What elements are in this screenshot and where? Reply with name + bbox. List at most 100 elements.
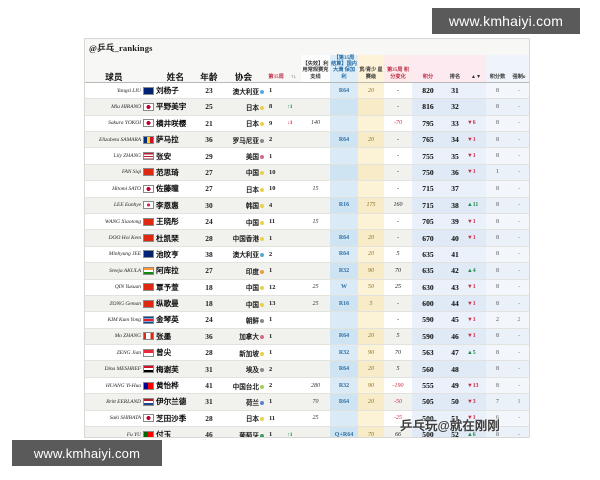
total-points: 555 <box>412 377 444 395</box>
total-points: 500 <box>412 426 444 437</box>
effective-count: 8 <box>486 115 509 132</box>
table-row[interactable]: Fu YU 付玉 46 葡萄牙 1 ↑1 Q+R64 70 66 500 52 ▲6 8- <box>85 426 529 437</box>
dropped-points <box>301 328 330 346</box>
col-header-player-cn[interactable]: 姓名 <box>154 55 197 83</box>
player-name-en: QIN Yuxuan <box>85 279 143 296</box>
dropped-points: 25 <box>301 410 330 428</box>
rank-movement: ▲11 <box>466 197 486 214</box>
table-row[interactable]: Miu HIRANO 平野美宇 25 日本 8 ↑1-816 32 8- <box>85 98 529 116</box>
table-row[interactable]: Sreeja AKULA 阿库拉 27 印度 1 R32 90 70 635 42 ▲4 8- <box>85 262 529 280</box>
player-flag <box>143 82 154 100</box>
world-rank: 38 <box>444 197 466 214</box>
points-change: 5 <box>384 328 412 346</box>
effective-count: 8 <box>486 344 509 362</box>
association-color-dot-icon <box>260 237 264 242</box>
total-points: 816 <box>412 98 444 116</box>
forced-count: - <box>509 279 529 296</box>
col-header-assoc-week: 第35周 <box>266 55 286 83</box>
country-flag-icon <box>143 348 154 357</box>
player-flag <box>143 164 154 182</box>
table-row[interactable]: WANG Xiaotong 王晓彤 24 中国 11 15-705 39 ▼1 8- <box>85 213 529 231</box>
player-age: 29 <box>197 147 221 165</box>
table-row[interactable]: FAN Siqi 范思琦 27 中国 10-750 36 ▼1 1- <box>85 164 529 182</box>
player-age: 28 <box>197 229 221 247</box>
col-header-player-en[interactable]: 球员 <box>85 55 143 83</box>
player-name-en: ZENG Jian <box>85 344 143 362</box>
col-header-assoc[interactable]: 协会 <box>221 55 266 83</box>
table-row[interactable]: Hitomi SATO 佐藤瞳 27 日本 10 15-715 37 8- <box>85 180 529 198</box>
table-row[interactable]: Dina MESHREF 梅谢芙 31 埃及 2 R64 20 5 560 48 8- <box>85 360 529 378</box>
association-rank: 9 <box>266 115 286 132</box>
association-rank: 1 <box>266 229 286 247</box>
forced-count: - <box>509 98 529 116</box>
association-rank-arrow <box>286 410 301 428</box>
country-flag-icon <box>143 86 154 95</box>
player-age: 21 <box>197 115 221 132</box>
table-row[interactable]: QIN Yuxuan 覃予萱 18 中国 12 25 W 50 25 630 43 ▼1 8- <box>85 279 529 296</box>
dropped-points <box>301 147 330 165</box>
association-rank-arrow <box>286 164 301 182</box>
association-color-dot-icon <box>260 122 264 127</box>
country-flag-icon <box>143 315 154 324</box>
total-points: 505 <box>412 393 444 411</box>
rank-movement: ▼13 <box>466 377 486 395</box>
table-row[interactable]: Elizabeta SAMARA 萨马拉 36 罗马尼亚 2 R64 20-765 34 ▼1 8… <box>85 131 529 149</box>
table-row[interactable]: Yangzi LIU 刘杨子 23 澳大利亚 1 R64 20-820 31 8- <box>85 82 529 100</box>
event-points: 20 <box>358 82 384 100</box>
points-change: - <box>384 311 412 329</box>
table-row[interactable]: Minhyung JEE 池旼亨 38 澳大利亚 2 R64 20 5 635 41 8- <box>85 246 529 264</box>
points-change: 5 <box>384 246 412 264</box>
player-flag <box>143 426 154 437</box>
table-row[interactable]: Lily ZHANG 张安 29 美国 1-755 35 ▼1 8- <box>85 147 529 165</box>
table-row[interactable]: ZENG Jian 曾尖 28 新加坡 1 R32 90 70 563 47 ▲5 8- <box>85 344 529 362</box>
table-row[interactable]: Britt EERLAND 伊尔兰德 31 荷兰 1 70 R64 20 -50 505 50 ▼3 7… <box>85 393 529 411</box>
event-points <box>358 180 384 198</box>
player-association: 朝鲜 <box>221 311 266 329</box>
points-change: -25 <box>384 410 412 428</box>
effective-count: 8 <box>486 328 509 346</box>
forced-count: - <box>509 147 529 165</box>
total-points: 715 <box>412 197 444 214</box>
table-row[interactable]: ZONG Geman 纵歌曼 18 中国 13 25 R16 5-600 44 ▼1 8- <box>85 295 529 313</box>
world-rank: 39 <box>444 213 466 231</box>
dropped-points <box>301 246 330 264</box>
table-row[interactable]: DOO Hoi Kem 杜凯琹 28 中国香港 1 R64 20-670 40 ▼1 8- <box>85 229 529 247</box>
table-row[interactable]: HUANG Yi-Hua 黄怡桦 41 中国台北 2 280 R32 90 -190 555 49 ▼… <box>85 377 529 395</box>
effective-count: 8 <box>486 426 509 437</box>
table-row[interactable]: Sakura YOKOI 横井咲樱 21 日本 9 ↓1 140 -70 795 33 ▼6 8- <box>85 115 529 132</box>
association-rank-arrow <box>286 82 301 100</box>
player-flag <box>143 180 154 198</box>
player-name-cn: 曾尖 <box>154 344 197 362</box>
association-color-dot-icon <box>260 318 264 323</box>
table-row[interactable]: KIM Kum Yong 金琴英 24 朝鲜 1-590 45 ▼1 2 2 <box>85 311 529 329</box>
world-rank: 44 <box>444 295 466 313</box>
table-row[interactable]: Saki SHIBATA 芝田沙季 28 日本 11 25 -25 500 51 ▼1 6- <box>85 410 529 428</box>
association-color-dot-icon <box>260 138 264 143</box>
player-association: 日本 <box>221 180 266 198</box>
event-result <box>330 147 358 165</box>
points-change: -50 <box>384 393 412 411</box>
table-row[interactable]: Mo ZHANG 张墨 36 加拿大 1 R64 20 5 590 46 ▼1 8- <box>85 328 529 346</box>
world-rank: 34 <box>444 131 466 149</box>
event-result: R64 <box>330 246 358 264</box>
association-rank-arrow <box>286 131 301 149</box>
player-association: 中国香港 <box>221 229 266 247</box>
dropped-points <box>301 98 330 116</box>
player-name-cn: 杜凯琹 <box>154 229 197 247</box>
col-header-age[interactable]: 年龄 <box>197 55 221 83</box>
player-name-en: Britt EERLAND <box>85 393 143 411</box>
total-points: 590 <box>412 328 444 346</box>
points-change: - <box>384 164 412 182</box>
dropped-points <box>301 131 330 149</box>
world-rank: 31 <box>444 82 466 100</box>
forced-count: 1 <box>509 393 529 411</box>
event-points <box>358 311 384 329</box>
table-row[interactable]: LEE Eunhye 李恩惠 30 韩国 4 R16 175 160 715 38 ▲11 8- <box>85 197 529 214</box>
rank-movement: ▲5 <box>466 344 486 362</box>
col-header-event: 【第35周 结算】国内大满 保加利 <box>330 55 358 83</box>
dropped-points <box>301 229 330 247</box>
event-points: 90 <box>358 262 384 280</box>
association-color-dot-icon <box>260 351 264 356</box>
forced-count: - <box>509 229 529 247</box>
association-color-dot-icon <box>260 286 264 291</box>
